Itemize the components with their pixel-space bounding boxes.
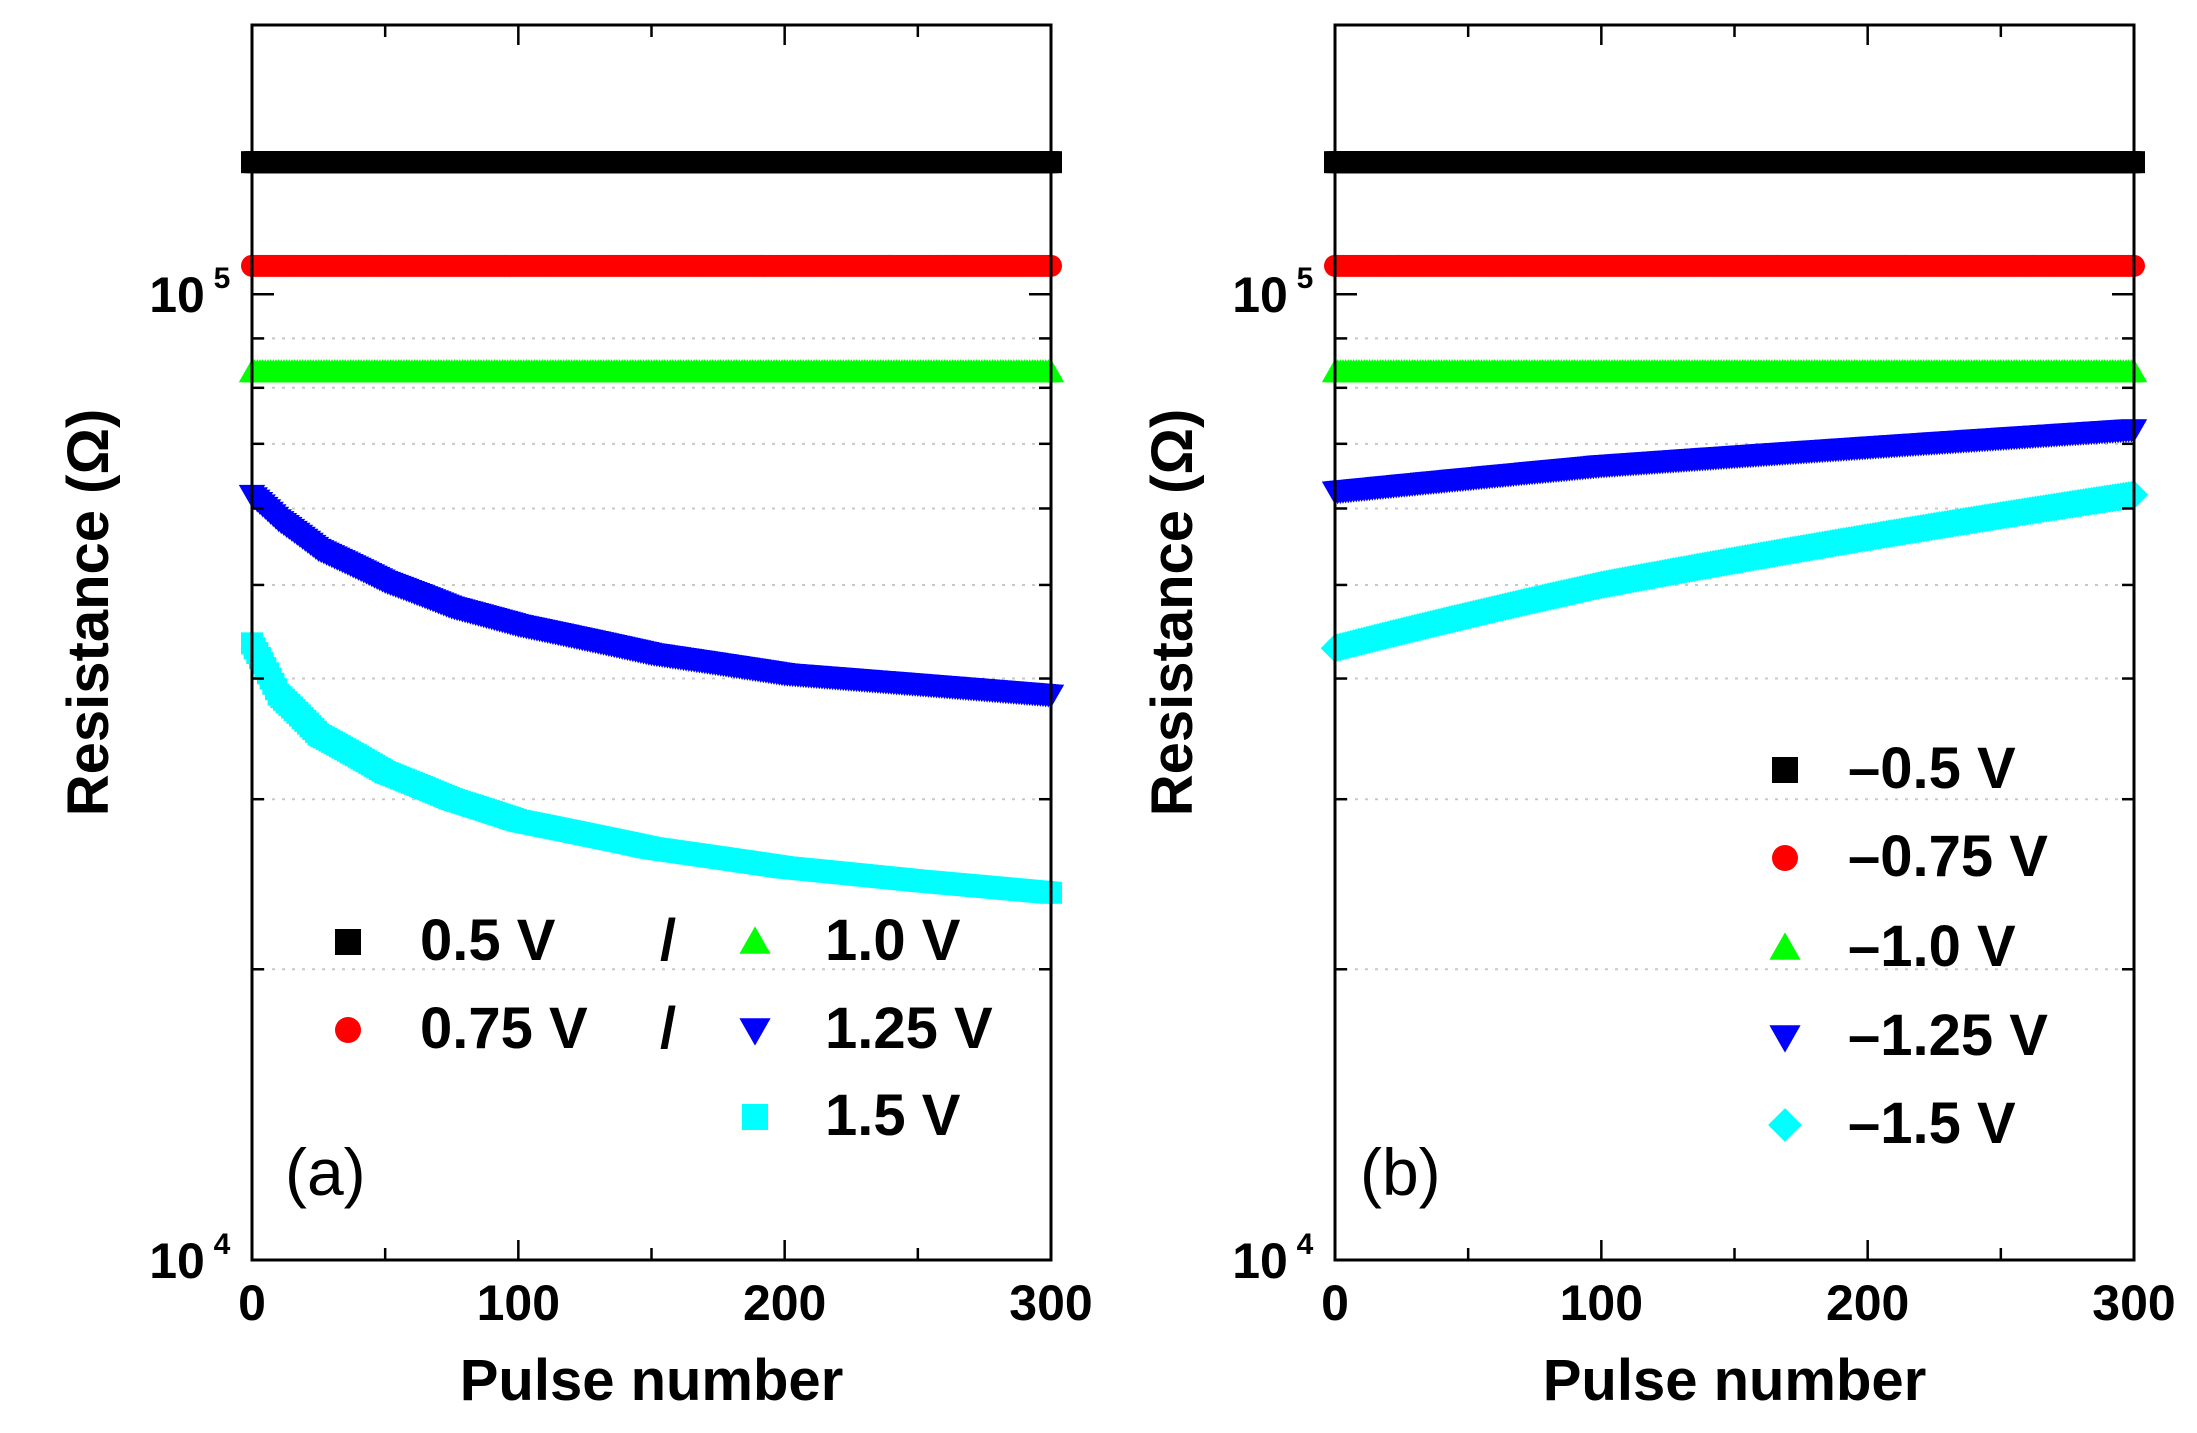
series-layer	[238, 151, 1065, 904]
axis-ticks	[1333, 25, 2136, 1262]
y-tick-exponent: 4	[214, 1228, 231, 1261]
legend: 0.5 V 0.75 V 1.0 V 1.25 V 1.5 V / /	[335, 908, 993, 1148]
series-1p0VV	[1321, 359, 2148, 383]
legend-label: –0.75 V	[1848, 824, 2048, 889]
x-tick-label: 0	[1321, 1275, 1349, 1331]
series-1p0VV	[238, 359, 1065, 383]
panel-a: 0 100 200 300 10 4 10 5 Pulse number Resistanc…	[56, 23, 1093, 1413]
series-layer	[1320, 151, 2149, 663]
legend-label: –0.5 V	[1848, 736, 2016, 801]
x-axis-title: Pulse number	[1543, 1348, 1927, 1413]
y-tick-exponent: 5	[1297, 262, 1314, 295]
y-tick-label: 10	[149, 267, 205, 323]
legend-marker	[335, 929, 361, 955]
x-tick-label: 0	[238, 1275, 266, 1331]
series-0p5VV	[1324, 151, 2145, 174]
panel-label: (a)	[285, 1135, 366, 1209]
y-tick-exponent: 5	[214, 262, 231, 295]
series-1p25VV	[238, 484, 1065, 708]
x-tick-labels: 0 100 200 300	[238, 1275, 1093, 1331]
series-1p5VV	[241, 632, 1062, 904]
x-axis-title: Pulse number	[460, 1348, 844, 1413]
legend-marker	[1772, 757, 1798, 783]
legend-label: 1.0 V	[825, 908, 961, 973]
x-tick-labels: 0 100 200 300	[1321, 1275, 2176, 1331]
legend-label: 1.5 V	[825, 1083, 961, 1148]
series-0p75VV	[1324, 254, 2145, 277]
y-axis-title: Resistance (Ω)	[56, 409, 121, 817]
x-tick-label: 300	[1009, 1275, 1092, 1331]
legend-marker	[1768, 1108, 1802, 1142]
legend-label: 1.25 V	[825, 996, 993, 1061]
y-tick-label: 10	[1232, 1233, 1288, 1289]
series-0p5VV	[241, 151, 1062, 174]
legend-marker	[1772, 845, 1798, 871]
x-tick-label: 200	[1826, 1275, 1909, 1331]
legend-label: –1.5 V	[1848, 1091, 2016, 1156]
legend: –0.5 V –0.75 V –1.0 V –1.25 V –1.5 V	[1768, 736, 2048, 1156]
legend-marker	[739, 926, 771, 954]
y-tick-labels: 10 4 10 5	[1232, 262, 1313, 1289]
series-1p5VV	[1320, 480, 2149, 663]
legend-separator: /	[660, 908, 676, 973]
legend-marker	[1769, 932, 1801, 960]
legend-marker	[742, 1104, 768, 1130]
legend-separator: /	[660, 996, 676, 1061]
y-axis-title: Resistance (Ω)	[1140, 409, 1205, 817]
y-tick-labels: 10 4 10 5	[149, 262, 230, 1289]
legend-label: –1.0 V	[1848, 914, 2016, 979]
series-0p75VV	[241, 254, 1062, 277]
x-tick-label: 300	[2092, 1275, 2175, 1331]
y-tick-label: 10	[149, 1233, 205, 1289]
plot-frame	[1333, 23, 2136, 1262]
x-tick-label: 200	[743, 1275, 826, 1331]
axis-ticks	[250, 25, 1053, 1262]
legend-marker	[1769, 1025, 1801, 1053]
legend-marker	[739, 1018, 771, 1046]
legend-label: 0.5 V	[420, 908, 556, 973]
series-1p25VV	[1321, 419, 2148, 505]
x-tick-label: 100	[1560, 1275, 1643, 1331]
x-tick-label: 100	[477, 1275, 560, 1331]
y-tick-label: 10	[1232, 267, 1288, 323]
legend-marker	[335, 1017, 361, 1043]
legend-label: 0.75 V	[420, 996, 588, 1061]
panel-b: 0 100 200 300 10 4 10 5 Pulse number Resistanc…	[1140, 23, 2176, 1413]
y-tick-exponent: 4	[1297, 1228, 1314, 1261]
legend-label: –1.25 V	[1848, 1003, 2048, 1068]
panel-label: (b)	[1360, 1135, 1441, 1209]
